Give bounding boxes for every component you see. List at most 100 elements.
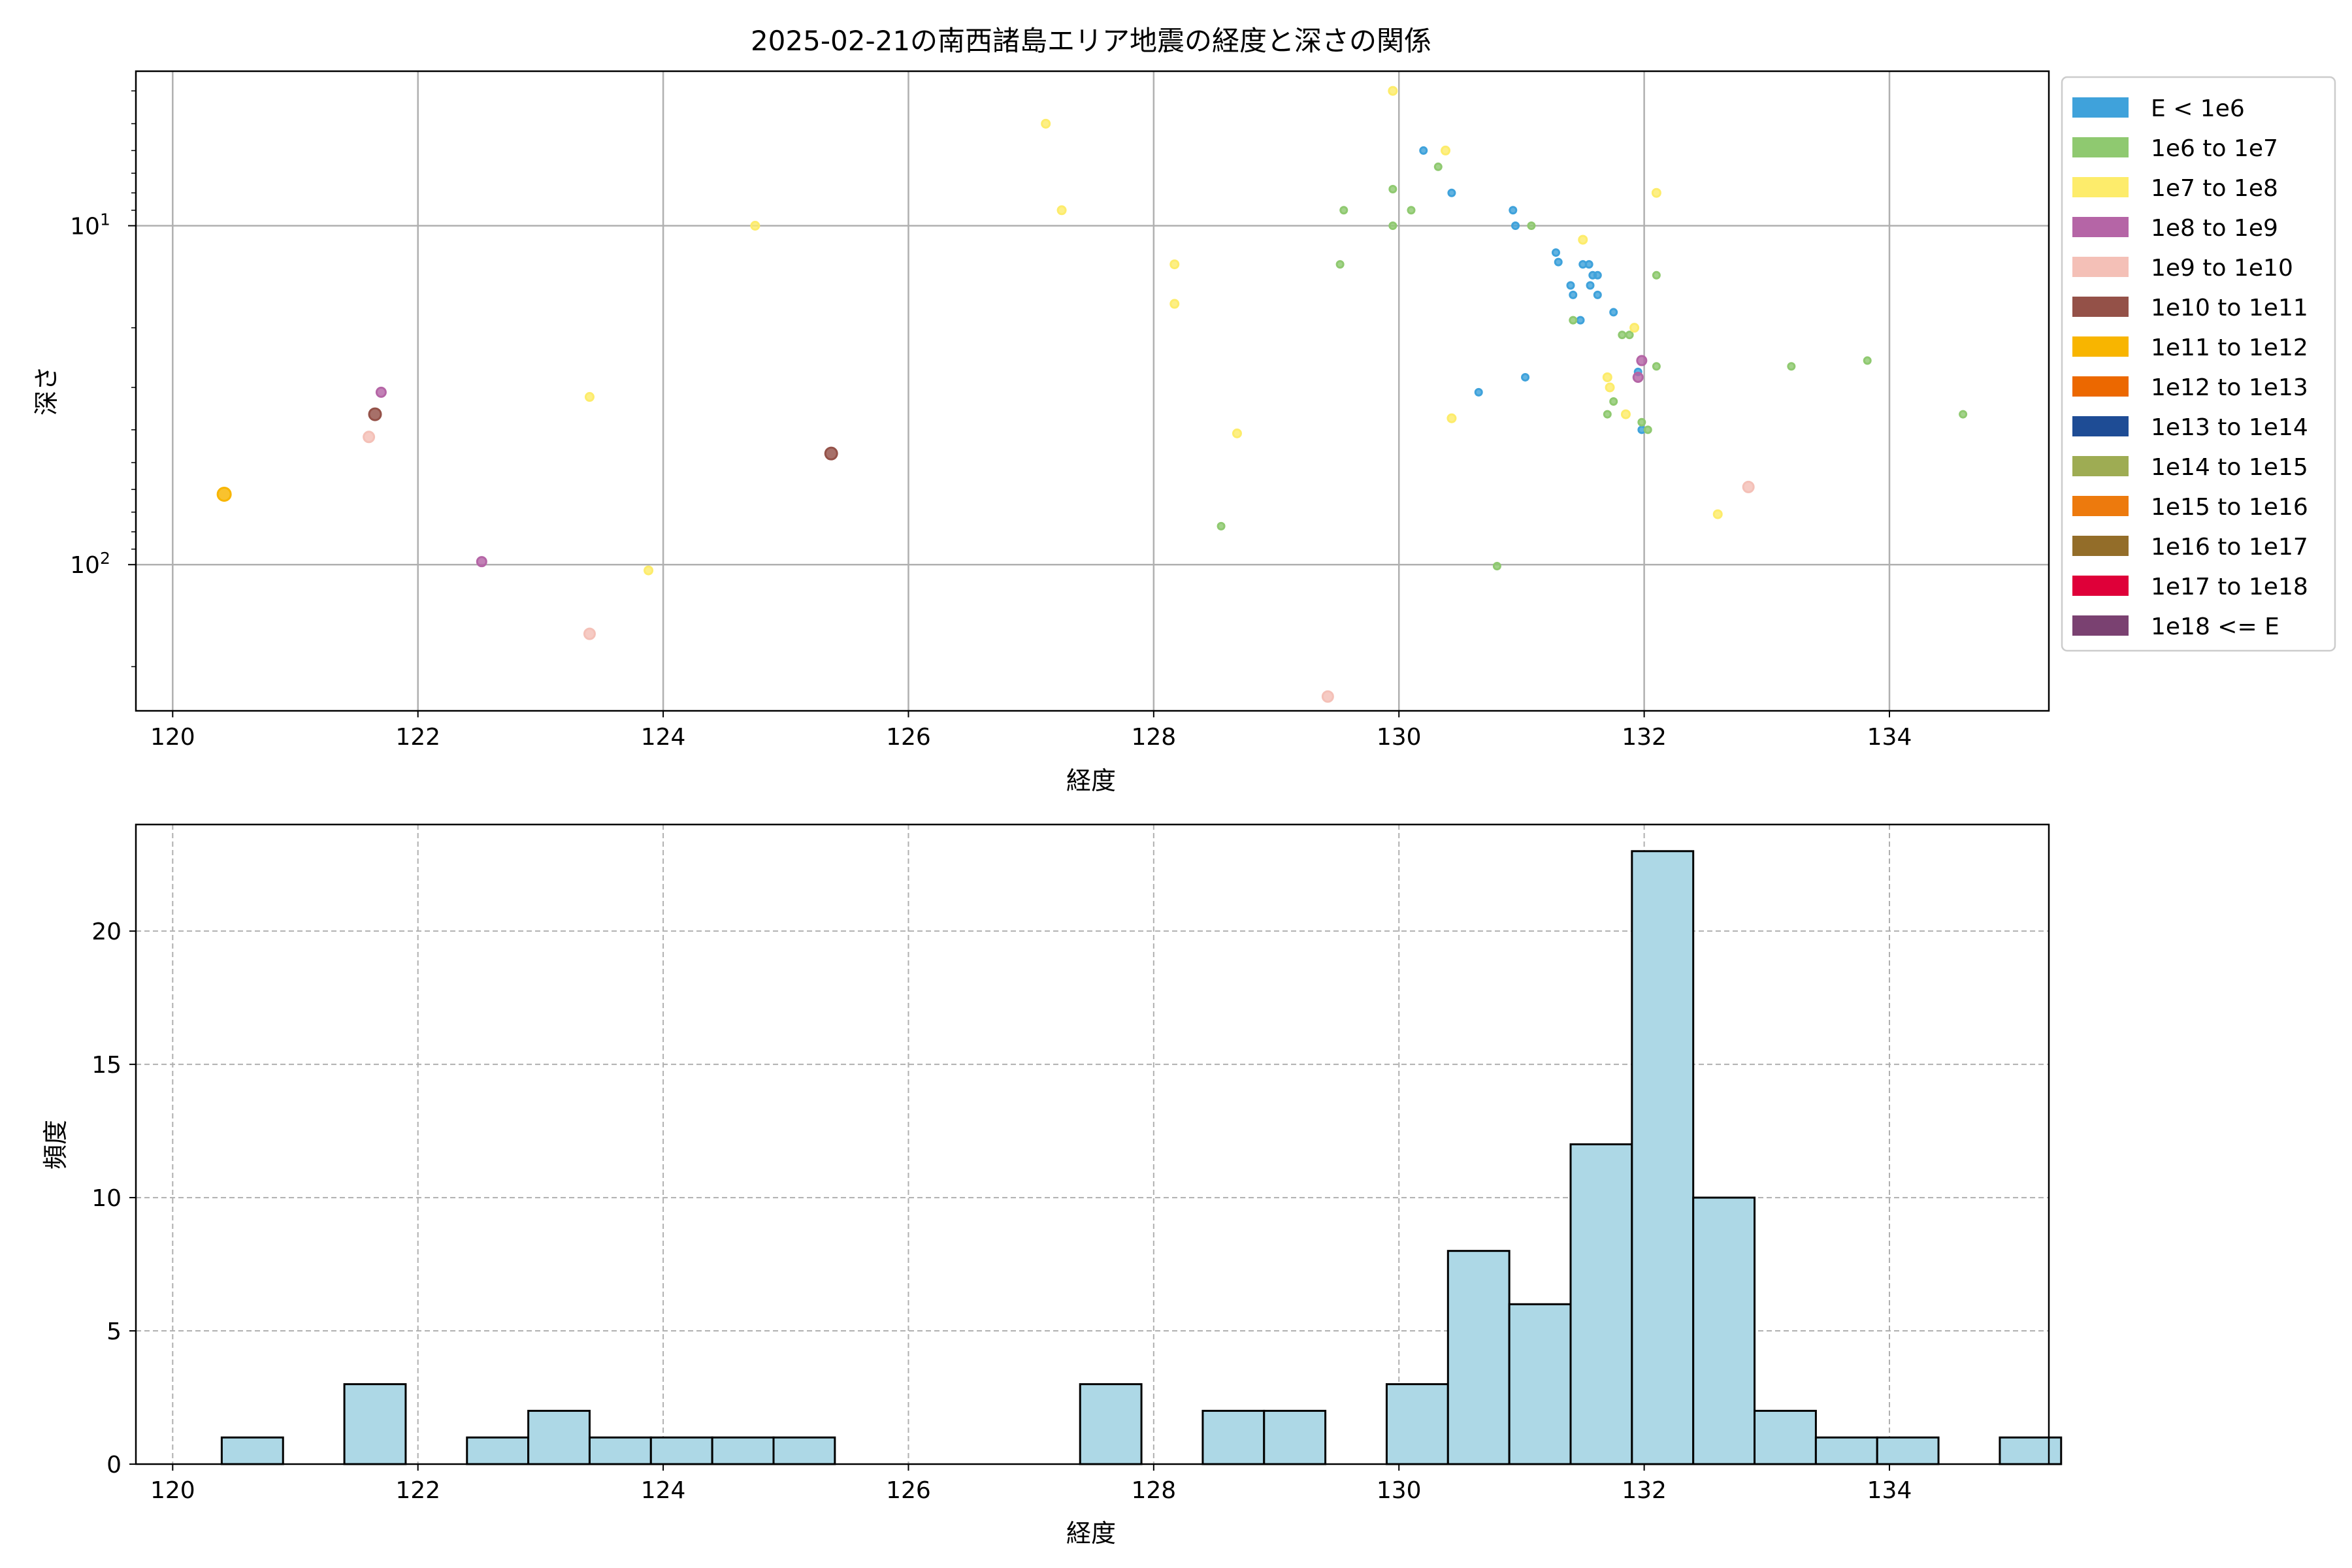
legend-swatch [2072, 336, 2129, 357]
histogram-bar [220, 1436, 284, 1465]
histogram-bar [1263, 1409, 1327, 1465]
scatter-point [750, 221, 760, 231]
legend-label: 1e12 to 1e13 [2151, 374, 2308, 401]
scatter-point [1569, 290, 1578, 299]
histogram-x-axis-label: 経度 [1066, 1519, 1116, 1548]
scatter-title: 2025-02-21の南西諸島エリア地震の経度と深さの関係 [751, 25, 1431, 57]
scatter-x-tick-label: 130 [1377, 724, 1422, 751]
scatter-point [1566, 281, 1575, 290]
scatter-point [1339, 206, 1348, 215]
scatter-point [1636, 355, 1648, 367]
histogram-bar [1446, 1250, 1511, 1465]
legend-label: 1e9 to 1e10 [2151, 255, 2293, 282]
scatter-point [1447, 188, 1456, 197]
scatter-point [1586, 281, 1595, 290]
histogram-y-tick-label: 10 [91, 1185, 122, 1212]
histogram-bar [1631, 850, 1695, 1465]
legend-swatch [2072, 376, 2129, 397]
scatter-point [1169, 299, 1180, 309]
scatter-point [1509, 206, 1518, 215]
histogram-bar [1876, 1436, 1940, 1465]
scatter-point [1446, 413, 1457, 423]
histogram-bar [1754, 1409, 1817, 1465]
legend-label: 1e18 <= E [2151, 613, 2279, 640]
legend-swatch [2072, 297, 2129, 317]
scatter-plot-frame [135, 70, 2050, 712]
legend-label: 1e17 to 1e18 [2151, 574, 2308, 600]
scatter-point [1742, 480, 1755, 493]
legend-label: 1e10 to 1e11 [2151, 295, 2308, 321]
scatter-x-tick-label: 124 [641, 724, 686, 751]
scatter-point [1576, 316, 1585, 325]
scatter-point [1551, 248, 1560, 257]
scatter-points [216, 86, 1968, 703]
legend-swatch [2072, 177, 2129, 197]
scatter-point [1433, 162, 1443, 171]
legend-swatch [2072, 137, 2129, 157]
scatter-point [1169, 259, 1180, 270]
legend-label: E < 1e6 [2151, 95, 2245, 122]
scatter-y-axis-label: 深さ [32, 366, 61, 416]
legend: E < 1e6 1e6 to 1e7 1e7 to 1e8 1e8 to 1e9 1e9… [2061, 76, 2336, 652]
scatter-point [1605, 382, 1615, 393]
scatter-point [1321, 690, 1334, 703]
scatter-point [1602, 372, 1612, 382]
scatter-point [1959, 410, 1968, 419]
scatter-point [1609, 397, 1618, 406]
legend-swatch [2072, 97, 2129, 118]
histogram-x-tick-label: 132 [1622, 1477, 1667, 1504]
histogram-bar [649, 1436, 713, 1465]
legend-swatch [2072, 217, 2129, 237]
histogram-bar [588, 1436, 652, 1465]
scatter-point [1474, 387, 1483, 397]
scatter-chart: 2025-02-21の南西諸島エリア地震の経度と深さの関係 120 122 124 1… [32, 25, 2050, 795]
scatter-point [1388, 221, 1397, 231]
scatter-grid [136, 71, 2049, 711]
scatter-point [1593, 270, 1602, 280]
scatter-point [375, 386, 387, 398]
scatter-point [1335, 260, 1345, 269]
histogram-bar [1508, 1303, 1572, 1465]
scatter-point [216, 487, 232, 502]
scatter-point [1511, 221, 1520, 231]
legend-label: 1e15 to 1e16 [2151, 494, 2308, 521]
histogram-plot-frame [135, 823, 2050, 1465]
histogram-y-tick-label: 5 [106, 1318, 122, 1345]
histogram-x-tick-label: 126 [886, 1477, 931, 1504]
legend-label: 1e6 to 1e7 [2151, 135, 2278, 162]
legend-swatch [2072, 576, 2129, 596]
histogram-bar [711, 1436, 775, 1465]
scatter-point [583, 627, 596, 640]
scatter-point [584, 392, 595, 402]
histogram-x-ticks: 120 122 124 126 128 130 132 134 [150, 1464, 1912, 1504]
histogram-x-tick-label: 120 [150, 1477, 195, 1504]
scatter-point [1388, 86, 1398, 96]
scatter-point [644, 565, 654, 576]
histogram-chart: 120 122 124 126 128 130 132 134 0 5 10 15 20 経度 頻度 [41, 823, 2063, 1548]
scatter-point [1492, 561, 1501, 570]
scatter-point [1863, 356, 1872, 365]
histogram-y-tick-label: 15 [91, 1052, 122, 1079]
histogram-x-tick-label: 130 [1377, 1477, 1422, 1504]
histogram-x-tick-label: 124 [641, 1477, 686, 1504]
scatter-point [1632, 371, 1644, 383]
legend-swatch [2072, 257, 2129, 277]
scatter-point [1629, 323, 1640, 333]
scatter-point [1578, 235, 1588, 245]
scatter-x-tick-label: 126 [886, 724, 931, 751]
histogram-bar [772, 1436, 836, 1465]
histogram-bar [1385, 1383, 1449, 1465]
histogram-y-tick-label: 0 [106, 1452, 122, 1478]
scatter-point [1625, 331, 1634, 340]
scatter-point [1232, 428, 1242, 438]
histogram-bar [1079, 1383, 1143, 1465]
scatter-point [363, 431, 376, 444]
histogram-bars [220, 850, 2063, 1465]
histogram-bar [343, 1383, 407, 1465]
scatter-point [1441, 145, 1451, 155]
histogram-bar [1814, 1436, 1878, 1465]
scatter-point [824, 446, 838, 461]
histogram-bar [1201, 1409, 1266, 1465]
scatter-point [1217, 521, 1226, 531]
